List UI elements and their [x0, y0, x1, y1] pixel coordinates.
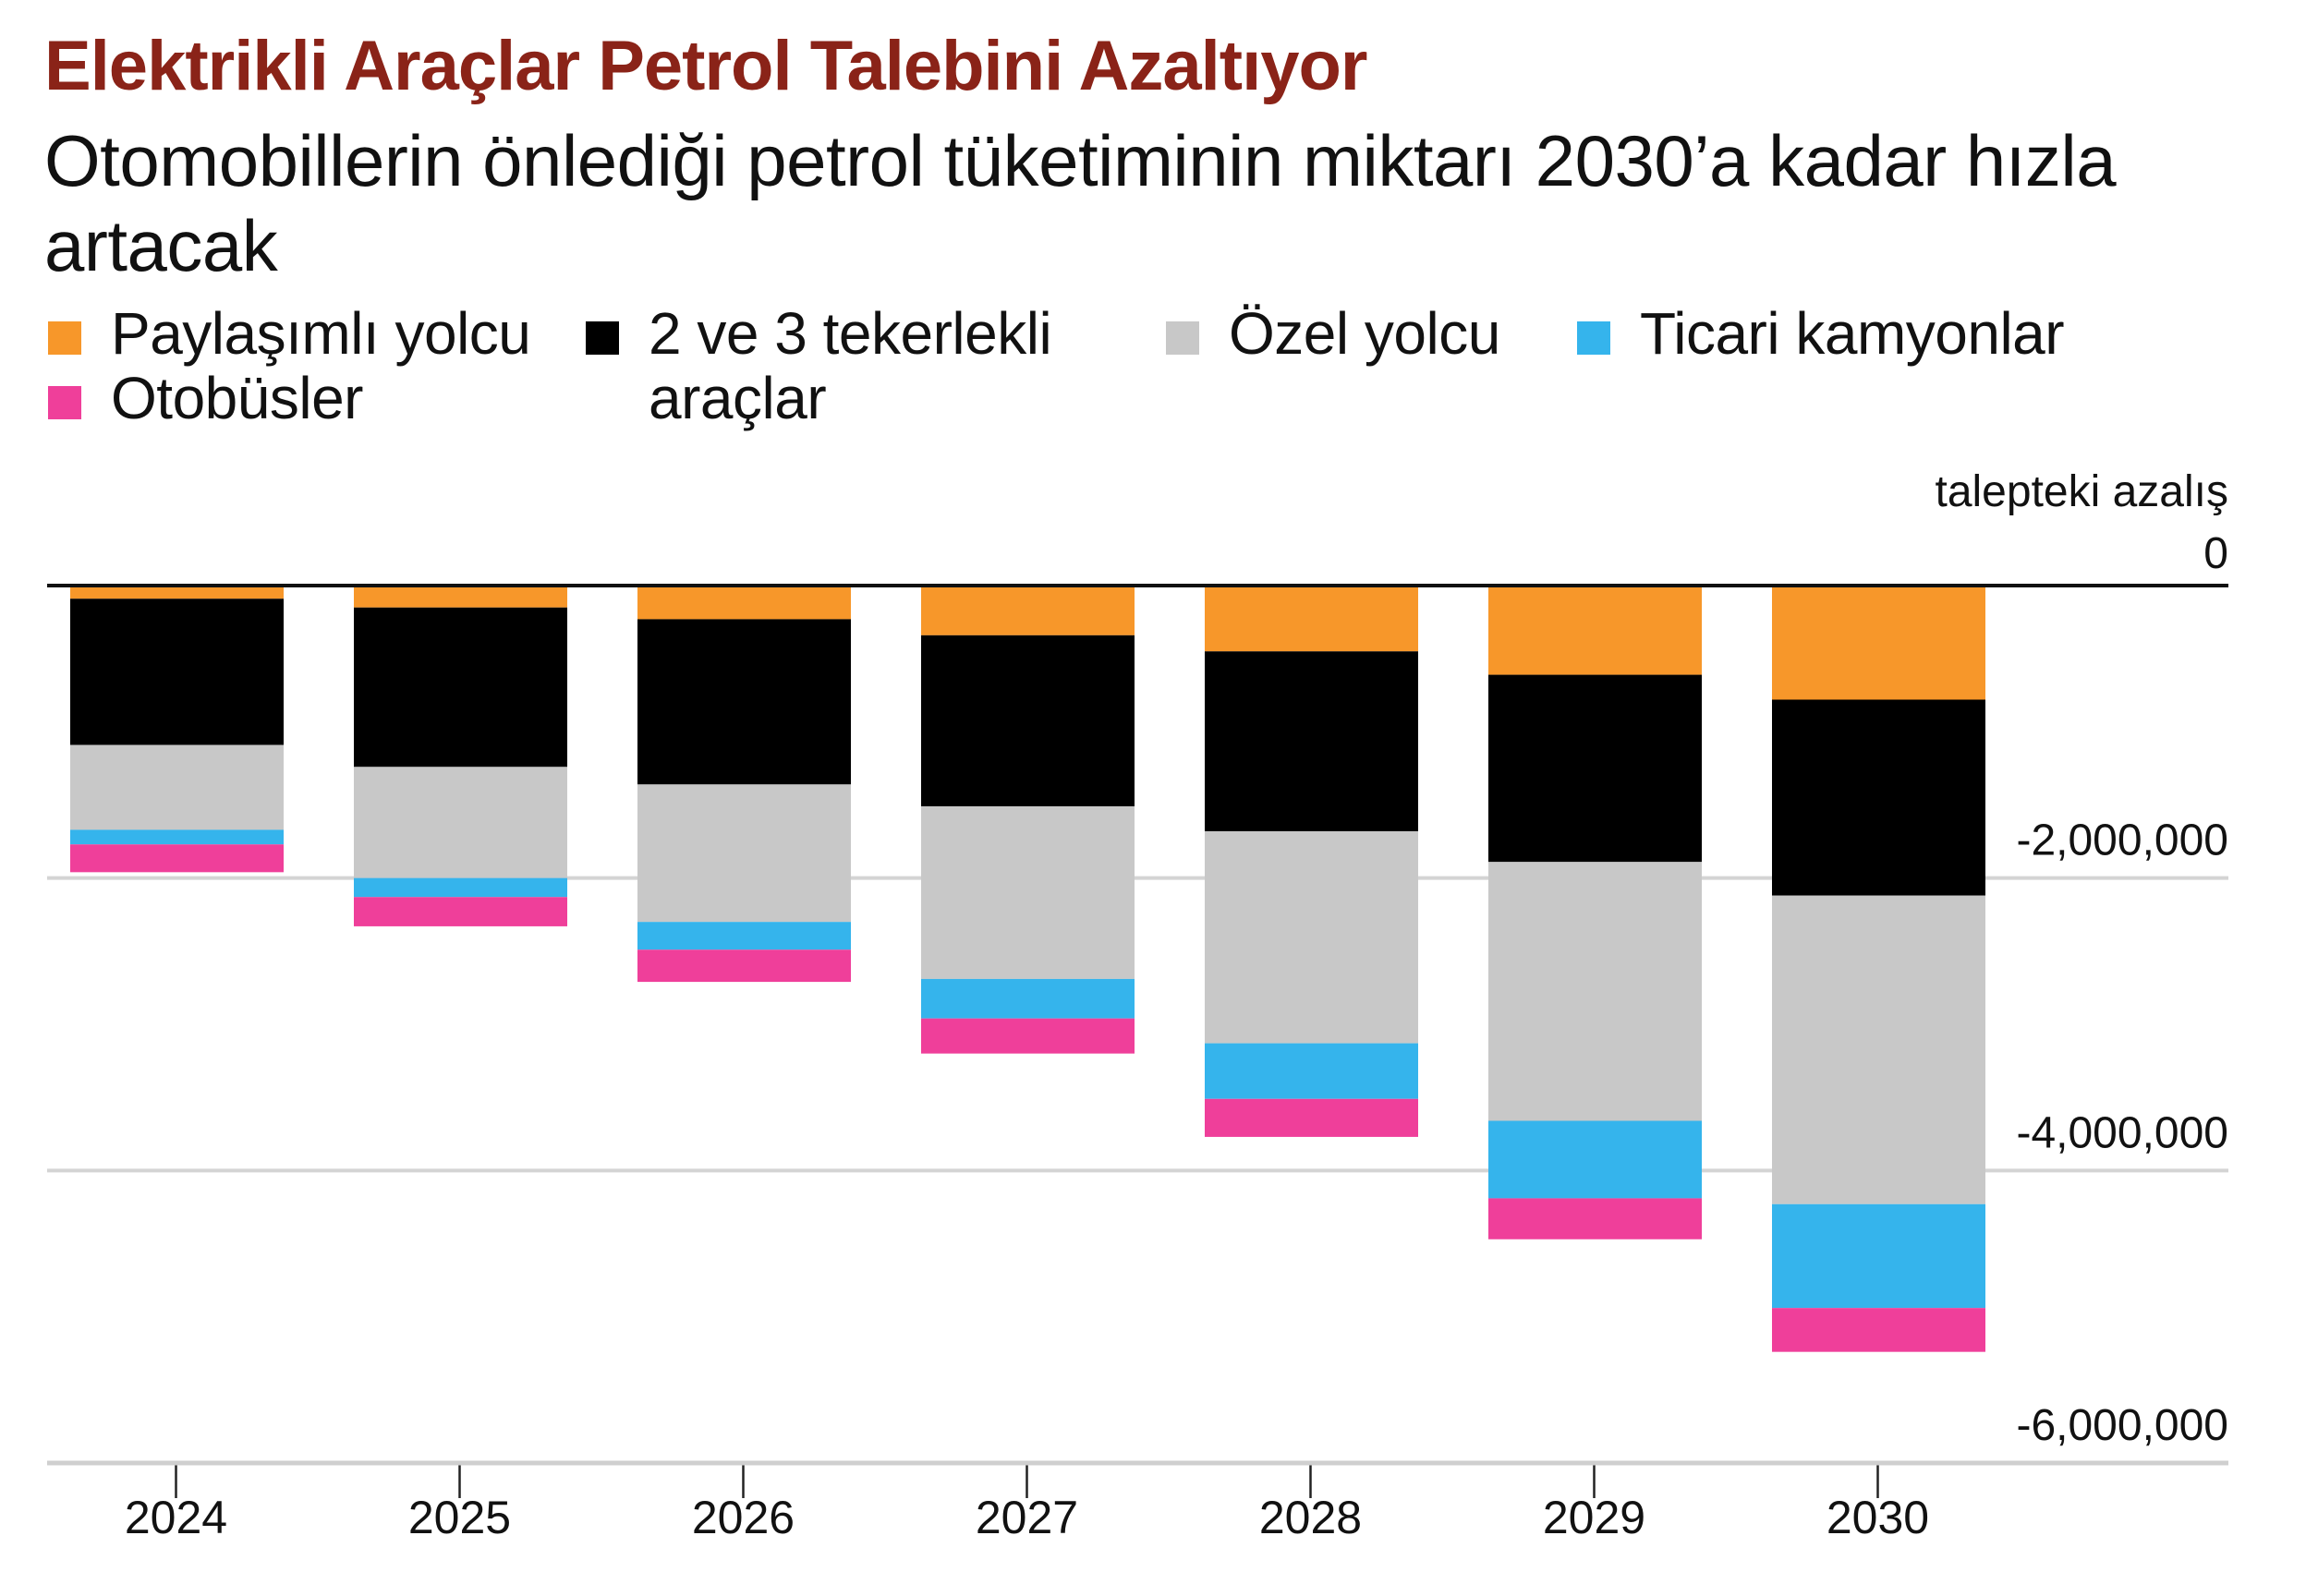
bar-segment: [921, 978, 1135, 1019]
bar-segment: [1488, 1120, 1702, 1199]
bar-segment: [1772, 1308, 1985, 1352]
legend-label-line2: araçlar: [649, 365, 827, 431]
y-tick-label: -4,000,000: [2016, 1108, 2228, 1157]
bar-stack-2029: [1488, 586, 1702, 1239]
legend-label: Ticari kamyonlar: [1640, 300, 2065, 367]
y-tick-label: -6,000,000: [2016, 1401, 2228, 1450]
bar-segment: [1772, 1203, 1985, 1309]
bar-segment: [1205, 586, 1418, 652]
legend-item-shared-passenger: Paylaşımlı yolcu: [48, 300, 531, 367]
bar-segment: [1205, 831, 1418, 1044]
bar-stack-2028: [1205, 586, 1418, 1137]
bar-segment: [354, 877, 567, 898]
legend-label: 2 ve 3 tekerlekli araçlar: [649, 300, 1052, 431]
legend-swatch-buses: [48, 386, 81, 419]
bar-segment: [1205, 1043, 1418, 1099]
bar-segment: [70, 744, 284, 830]
bar-stack-2026: [637, 586, 851, 983]
bar-stack-2024: [70, 586, 284, 873]
bar-segment: [1488, 862, 1702, 1121]
legend-label-line1: 2 ve 3 tekerlekli: [649, 300, 1052, 367]
chart-subtitle: Otomobillerin önlediği petrol tüketimini…: [44, 120, 2117, 286]
bar-segment: [637, 949, 851, 983]
bar-stack-2025: [354, 586, 567, 926]
x-tick-label: 2024: [125, 1492, 227, 1543]
bar-segment: [354, 897, 567, 926]
bar-segment: [354, 607, 567, 768]
x-tick-label: 2028: [1259, 1492, 1362, 1543]
axes: 0 -2,000,000 -4,000,000 -6,000,000 2024 2025 2…: [47, 529, 2228, 1543]
bar-segment: [70, 586, 284, 599]
bar-segment: [70, 598, 284, 745]
y-tick-label: 0: [2203, 529, 2228, 578]
bar-segment: [637, 619, 851, 785]
bar-segment: [354, 767, 567, 878]
bar-segment: [1772, 586, 1985, 700]
x-tick-label: 2025: [408, 1492, 511, 1543]
bar-stack-2027: [921, 586, 1135, 1054]
bar-segment: [1772, 699, 1985, 896]
legend-label: Özel yolcu: [1229, 300, 1500, 367]
bar-segment: [1205, 1098, 1418, 1137]
bar-segment: [921, 806, 1135, 979]
y-tick-label: -2,000,000: [2016, 816, 2228, 865]
bar-segment: [1772, 895, 1985, 1204]
bar-segment: [354, 586, 567, 608]
bar-segment: [637, 586, 851, 620]
legend-item-private-passenger: Özel yolcu: [1166, 301, 1500, 366]
bar-segment: [70, 829, 284, 845]
bar-segment: [1488, 674, 1702, 863]
legend-label: Otobüsler: [111, 365, 363, 431]
bar-segment: [1488, 586, 1702, 675]
bar-segment: [70, 844, 284, 873]
bar-segment: [921, 1018, 1135, 1054]
legend-item-two-three-wheelers: 2 ve 3 tekerlekli araçlar: [586, 300, 1052, 431]
legend-swatch-two-three-wheelers: [586, 321, 619, 355]
chart-title: Elektrikli Araçlar Petrol Talebini Azalt…: [44, 27, 1367, 105]
bar-segment: [921, 635, 1135, 807]
bar-stack-2030: [1772, 586, 1985, 1352]
legend-item-commercial-trucks: Ticari kamyonlar: [1577, 300, 2065, 367]
legend-item-buses: Otobüsler: [48, 366, 363, 430]
x-tick-label: 2027: [976, 1492, 1078, 1543]
x-tick-label: 2030: [1827, 1492, 1929, 1543]
bar-segment: [1205, 651, 1418, 831]
bars: [70, 586, 1985, 1352]
y-axis-label: talepteki azalış: [1935, 467, 2228, 516]
bar-segment: [637, 922, 851, 950]
legend-label: Paylaşımlı yolcu: [111, 300, 531, 367]
x-tick-label: 2026: [692, 1492, 795, 1543]
legend-swatch-private-passenger: [1166, 321, 1199, 355]
bar-segment: [637, 784, 851, 923]
bar-segment: [921, 586, 1135, 635]
x-tick-label: 2029: [1543, 1492, 1645, 1543]
legend-swatch-commercial-trucks: [1577, 321, 1610, 355]
legend-swatch-shared-passenger: [48, 321, 81, 355]
legend: Paylaşımlı yolcu 2 ve 3 tekerlekli araçl…: [48, 301, 2265, 449]
bar-segment: [1488, 1198, 1702, 1239]
